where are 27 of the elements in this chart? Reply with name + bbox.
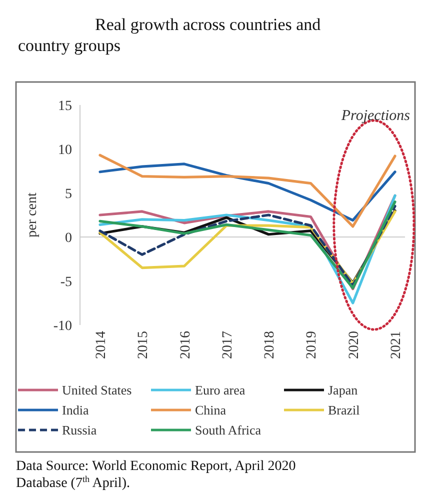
legend-label: Euro area (195, 382, 246, 398)
x-tick-label: 2017 (220, 331, 236, 359)
legend-label: United States (62, 382, 132, 398)
annotation: Projections (340, 108, 410, 124)
x-tick-label: 2019 (304, 331, 320, 359)
legend-label: India (62, 402, 89, 418)
legend-label: China (195, 402, 226, 418)
x-tick-label: 2014 (94, 331, 109, 359)
x-tick-label: 2015 (136, 331, 152, 359)
legend-label: Brazil (328, 402, 360, 418)
y-axis-title: per cent (25, 192, 40, 238)
y-tick-label: -10 (53, 318, 72, 334)
x-tick-label: 2020 (346, 331, 362, 359)
x-tick-label: 2021 (389, 331, 404, 359)
x-tick-label: 2016 (178, 331, 194, 359)
source-note: Data Source: World Economic Report, April 2020 Database (7$^{th}$ April). (16, 459, 296, 491)
legend-label: Japan (328, 382, 358, 398)
y-tick-label: 5 (65, 186, 72, 202)
line-series (98, 154, 396, 228)
y-tick-label: 10 (58, 142, 72, 158)
chart-title: Real growth across countries and country groups (18, 15, 322, 55)
y-tick-label: -5 (60, 274, 72, 290)
y-tick-label: 15 (58, 98, 72, 114)
legend-label: South Africa (195, 422, 262, 438)
x-tick-label: 2018 (262, 331, 278, 359)
legend-label: Russia (62, 422, 97, 438)
y-tick-label: 0 (65, 230, 72, 246)
